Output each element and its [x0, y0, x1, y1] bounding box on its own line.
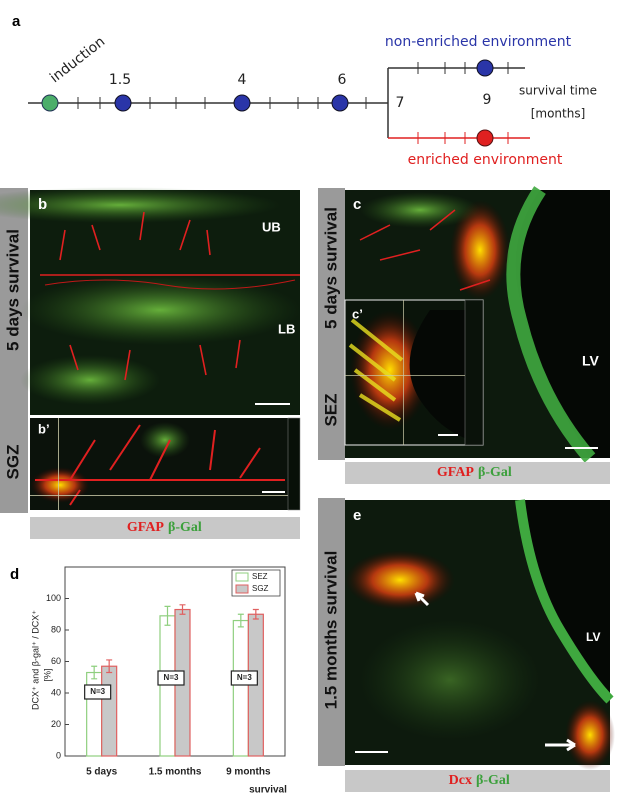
panel-letter: d — [10, 566, 19, 583]
annotation-box — [230, 670, 258, 686]
error-bar — [164, 605, 171, 626]
y-tick-label: 80 — [51, 624, 61, 634]
region-label: LB — [278, 321, 295, 336]
micrograph-texture — [345, 499, 615, 770]
error-bar — [106, 659, 113, 674]
stain-legend — [30, 517, 300, 539]
legend-label: SEZ — [252, 572, 268, 581]
x-tick-label: 9 months — [226, 767, 271, 778]
y-tick-label: 100 — [46, 593, 61, 603]
x-tick-label: 5 days — [86, 767, 118, 778]
bar — [101, 665, 118, 757]
annotation: N=3 — [237, 673, 252, 682]
upper-ticks — [417, 62, 509, 74]
panel-b: 5 days survival SGZ b UB LB b’ GFAP β-Ga… — [0, 187, 301, 539]
panel-letter: c — [353, 196, 361, 213]
micrograph-texture — [0, 187, 300, 405]
side-label: 5 days survival — [321, 207, 340, 329]
stain-label: GFAP — [127, 520, 165, 535]
side-label: 1.5 months survival — [321, 551, 340, 710]
induction-point — [41, 94, 59, 112]
y-tick-label: 20 — [51, 719, 61, 729]
lower-branch-label: enriched environment — [408, 152, 563, 168]
y-axis-label: DCX⁺ and β-gal⁺ / DCX⁺ — [30, 610, 40, 710]
timepoint-label: 7 — [396, 95, 405, 111]
axis-label: survival time — [519, 84, 597, 98]
timepoint-label: 6 — [338, 72, 347, 88]
stain-legend — [345, 462, 610, 484]
stain-label: β-Gal — [168, 520, 202, 535]
lower-ticks — [417, 132, 509, 144]
bar — [159, 615, 176, 757]
timepoint-label: 1.5 — [109, 72, 131, 88]
upper-branch-label: non-enriched environment — [385, 34, 572, 50]
timeline-ticks — [77, 97, 367, 109]
timepoint — [233, 94, 251, 112]
panel-a: a induction 1.5 4 6 7 9 non-enriched env… — [12, 13, 597, 168]
region-label: UB — [262, 219, 281, 234]
side-label: SGZ — [3, 445, 22, 480]
annotation: N=3 — [164, 673, 179, 682]
y-tick-label: 40 — [51, 687, 61, 697]
x-axis-label: survival — [249, 785, 287, 796]
panel-letter: a — [12, 13, 21, 30]
side-label: SEZ — [321, 393, 340, 426]
error-bar — [237, 613, 244, 628]
error-bar — [252, 608, 259, 620]
y-axis-unit: [%] — [42, 668, 52, 681]
region-label: LV — [586, 630, 600, 644]
side-bar — [318, 188, 345, 460]
legend-swatch — [235, 572, 249, 582]
panel-d: d DCX⁺ and β-gal⁺ / DCX⁺ [%] survival 0 2… — [10, 566, 287, 796]
inset-label: c’ — [352, 306, 363, 321]
region-label: LV — [582, 353, 600, 369]
legend-label: SGZ — [252, 584, 269, 593]
stain-label: Dcx — [449, 773, 472, 788]
stain-label: β-Gal — [478, 465, 512, 480]
panel-e: 1.5 months survival e LV Dcx β-Gal — [318, 498, 615, 792]
x-tick-label: 1.5 months — [149, 767, 202, 778]
stain-label: β-Gal — [476, 773, 510, 788]
arrow — [414, 591, 430, 607]
annotation-box — [157, 670, 185, 686]
annotation-box — [84, 684, 112, 700]
y-tick-label: 0 — [56, 750, 61, 760]
timepoint — [331, 94, 349, 112]
panel-c: 5 days survival SEZ c c’ LV GFAP β-Gal — [318, 186, 610, 484]
legend-swatch — [235, 584, 249, 594]
induction-label: induction — [47, 34, 108, 87]
timepoint — [476, 129, 494, 147]
side-bar — [318, 498, 345, 766]
timepoint — [476, 59, 494, 77]
stain-label: GFAP — [437, 465, 475, 480]
timepoint-label: 9 — [483, 92, 492, 108]
timepoint — [114, 94, 132, 112]
stain-legend — [345, 770, 610, 792]
y-tick-label: 60 — [51, 656, 61, 666]
error-bar — [179, 604, 186, 615]
annotation: N=3 — [90, 687, 105, 696]
inset-label: b’ — [38, 421, 50, 436]
bar — [232, 619, 249, 757]
side-bar — [0, 188, 28, 513]
timepoint-label: 4 — [238, 72, 247, 88]
micrograph-texture — [30, 417, 301, 511]
arrow — [545, 738, 576, 752]
panel-letter: b — [38, 196, 47, 213]
micrograph-texture — [359, 186, 610, 463]
side-label: 5 days survival — [3, 229, 22, 351]
panel-letter: e — [353, 507, 361, 524]
axis-label: [months] — [531, 107, 586, 121]
micrograph-texture — [345, 299, 484, 446]
error-bar — [91, 665, 98, 680]
